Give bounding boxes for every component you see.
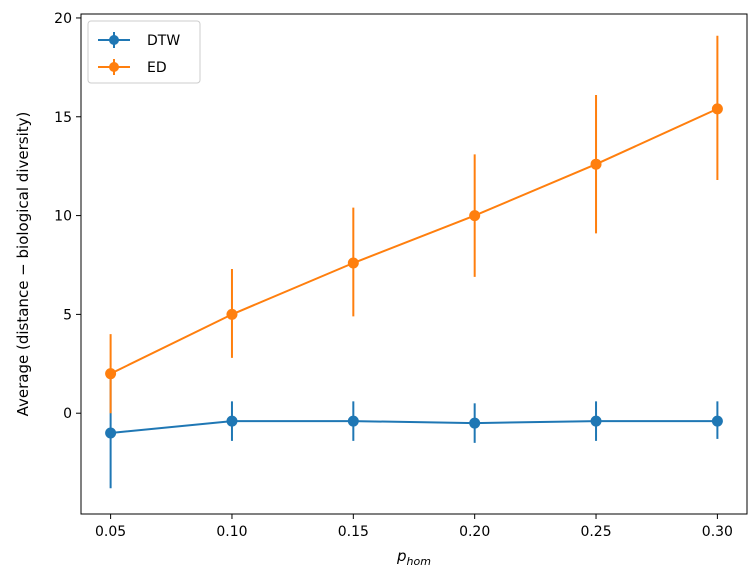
y-axis-label: Average (distance − biological diversity… [14,112,32,417]
x-tick-label: 0.10 [216,524,247,540]
legend-label-dtw: DTW [147,33,180,49]
y-tick-label: 20 [54,11,72,27]
legend-box [87,20,201,84]
series-line-ed [110,107,718,375]
x-axis-label-main: p [396,547,407,565]
legend-marker-ed [109,62,119,72]
legend-entry-dtw: DTW [98,32,180,49]
data-point-dtw [590,415,602,427]
series-ed [105,35,723,414]
y-tick-label: 0 [63,406,72,422]
x-axis-ticks: 0.05 0.10 0.15 0.20 0.25 0.30 [95,514,733,540]
data-point-ed [226,308,238,320]
x-tick-label: 0.05 [95,524,126,540]
data-point-dtw [105,427,117,439]
y-tick-label: 10 [54,209,72,225]
data-point-dtw [711,415,723,427]
data-point-ed [590,158,602,170]
data-point-dtw [226,415,238,427]
y-tick-label: 15 [54,110,72,126]
legend-entry-ed: ED [98,59,167,76]
plot-area-frame [80,13,748,515]
series-line-dtw [110,420,718,434]
y-tick-label: 5 [63,307,72,323]
data-point-dtw [347,415,359,427]
x-axis-label-subscript: hom [407,555,431,568]
data-point-ed [711,103,723,115]
series-dtw [105,373,723,489]
legend-marker-dtw [109,35,119,45]
series-layer [105,35,723,489]
legend: DTW ED [87,20,201,84]
data-point-ed [469,210,481,222]
x-axis-label: phom [396,547,431,568]
x-tick-label: 0.20 [459,524,490,540]
data-point-ed [105,368,117,380]
x-tick-label: 0.30 [702,524,733,540]
data-point-dtw [469,417,481,429]
x-tick-label: 0.25 [580,524,611,540]
legend-label-ed: ED [147,60,167,76]
y-axis-ticks: 0 5 10 15 20 [54,11,81,422]
data-point-ed [347,257,359,269]
x-tick-label: 0.15 [338,524,369,540]
